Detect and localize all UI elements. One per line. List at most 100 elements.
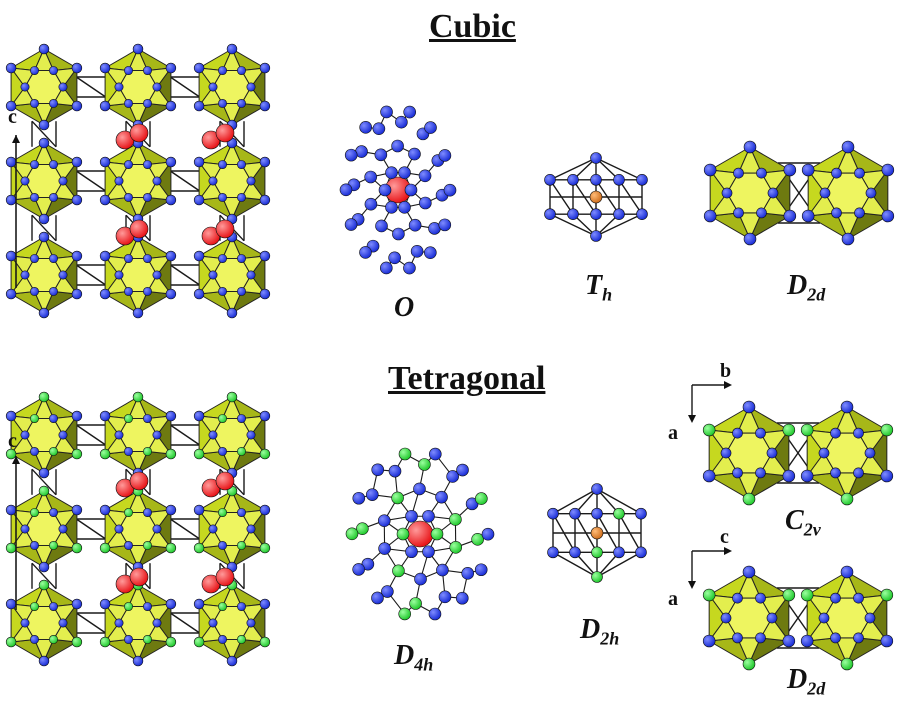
blue-atom bbox=[344, 148, 358, 162]
blue-atom bbox=[208, 82, 218, 92]
cubic-c-axis-label: c bbox=[8, 106, 17, 128]
blue-atom bbox=[569, 507, 581, 520]
blue-atom bbox=[237, 602, 246, 612]
blue-atom bbox=[756, 167, 767, 179]
blue-atom bbox=[398, 166, 411, 179]
blue-atom bbox=[721, 187, 733, 199]
icosahedron bbox=[99, 231, 177, 319]
icosahedron bbox=[5, 391, 83, 479]
blue-atom bbox=[38, 119, 50, 131]
icosahedron bbox=[703, 140, 797, 246]
blue-atom bbox=[143, 286, 152, 296]
tetragonal-c-axis-arrow bbox=[12, 456, 20, 610]
blue-atom bbox=[422, 509, 435, 523]
blue-atom bbox=[800, 469, 814, 483]
blue-atom bbox=[742, 400, 756, 414]
blue-atom bbox=[30, 634, 39, 644]
blue-atom bbox=[474, 563, 488, 577]
green-atom bbox=[99, 448, 111, 460]
green-atom bbox=[259, 542, 271, 554]
blue-atom bbox=[143, 98, 152, 108]
green-atom bbox=[49, 634, 58, 644]
green-atom bbox=[124, 508, 133, 518]
icosahedron bbox=[800, 565, 894, 671]
blue-atom bbox=[392, 227, 405, 241]
green-atom bbox=[449, 513, 462, 526]
blue-atom bbox=[38, 561, 50, 573]
blue-atom bbox=[424, 246, 437, 259]
blue-atom bbox=[246, 176, 256, 186]
blue-atom bbox=[419, 196, 432, 210]
blue-atom bbox=[5, 100, 17, 112]
blue-atom bbox=[226, 307, 238, 319]
blue-atom bbox=[30, 540, 39, 550]
blue-atom bbox=[20, 618, 30, 628]
blue-atom bbox=[49, 192, 58, 202]
blue-atom bbox=[567, 174, 579, 186]
blue-atom bbox=[755, 467, 766, 479]
blue-atom bbox=[567, 208, 579, 220]
blue-atom bbox=[733, 167, 744, 179]
blue-atom bbox=[880, 634, 894, 648]
blue-atom bbox=[143, 602, 152, 612]
blue-atom bbox=[165, 62, 177, 74]
green-atom bbox=[218, 414, 227, 424]
icosahedron bbox=[99, 485, 177, 573]
label-cubic-cage: O bbox=[394, 292, 415, 323]
blue-atom bbox=[38, 655, 50, 667]
red-atom bbox=[129, 471, 149, 491]
green-atom bbox=[218, 602, 227, 612]
blue-atom bbox=[743, 140, 757, 154]
blue-atom bbox=[237, 254, 246, 264]
blue-atom bbox=[218, 66, 227, 76]
green-atom bbox=[880, 588, 894, 602]
blue-atom bbox=[58, 618, 68, 628]
blue-atom bbox=[381, 585, 394, 598]
blue-atom bbox=[218, 160, 227, 170]
green-atom bbox=[591, 546, 603, 559]
blue-atom bbox=[591, 483, 603, 495]
blue-atom bbox=[165, 194, 177, 206]
green-atom bbox=[193, 636, 205, 648]
blue-atom bbox=[371, 463, 385, 477]
green-atom bbox=[143, 540, 152, 550]
blue-atom bbox=[398, 201, 411, 214]
blue-atom bbox=[143, 66, 152, 76]
blue-atom bbox=[371, 591, 384, 605]
green-atom bbox=[398, 447, 412, 461]
green-atom bbox=[30, 414, 39, 424]
green-atom bbox=[237, 634, 246, 644]
blue-atom bbox=[226, 43, 238, 55]
blue-atom bbox=[30, 254, 39, 264]
blue-atom bbox=[38, 137, 50, 149]
blue-atom bbox=[830, 467, 841, 479]
green-atom bbox=[356, 522, 369, 535]
green-atom bbox=[702, 423, 716, 437]
blue-atom bbox=[49, 98, 58, 108]
blue-atom bbox=[58, 82, 68, 92]
blue-atom bbox=[193, 598, 205, 610]
blue-atom bbox=[613, 208, 625, 220]
blue-atom bbox=[881, 163, 895, 177]
blue-atom bbox=[590, 208, 602, 220]
green-atom bbox=[840, 657, 854, 671]
blue-atom bbox=[114, 82, 124, 92]
green-atom bbox=[742, 492, 756, 506]
blue-atom bbox=[438, 590, 452, 604]
green-atom bbox=[396, 527, 410, 541]
red-atom bbox=[129, 567, 149, 587]
blue-atom bbox=[246, 82, 256, 92]
label-tetragonal-cage: D4h bbox=[394, 640, 434, 675]
blue-atom bbox=[865, 187, 877, 199]
pair-bottom-axis-v-label: a bbox=[668, 588, 678, 610]
blue-atom bbox=[124, 634, 133, 644]
blue-atom bbox=[259, 598, 271, 610]
blue-atom bbox=[124, 98, 133, 108]
blue-atom bbox=[218, 634, 227, 644]
blue-atom bbox=[38, 467, 50, 479]
blue-atom bbox=[58, 524, 68, 534]
green-atom bbox=[237, 446, 246, 456]
blue-atom bbox=[143, 508, 152, 518]
